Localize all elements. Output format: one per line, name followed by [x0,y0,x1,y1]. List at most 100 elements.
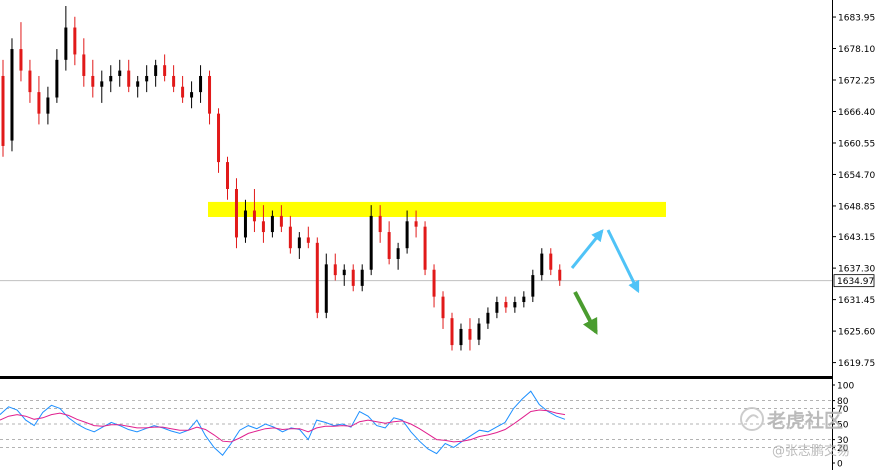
oscillator-tick-label: 70 [837,405,849,415]
candle-body [37,92,41,114]
candle-body [109,75,113,82]
candle-body [252,210,256,222]
candle-body [459,328,463,346]
candle-body [522,296,526,303]
current-price-label: 1634.97 [837,277,874,287]
candle-body [100,81,104,87]
price-tick-label: 1666.40 [838,108,875,118]
candle-body [315,242,319,313]
resistance-zone [208,201,666,217]
candle-body [243,210,247,238]
candle-body [163,65,167,76]
candle-body [226,162,229,189]
candle-body [513,302,517,308]
candle-body [288,226,292,249]
candle-body [423,226,427,270]
candle-body [486,312,490,324]
candle-body [351,269,355,286]
candle-body [558,269,562,281]
oscillator-tick-label: 30 [837,436,849,446]
candle-body [208,75,212,114]
price-tick-label: 1631.45 [838,296,875,306]
price-tick-label: 1625.60 [838,328,875,338]
oscillator-levels [0,400,832,448]
price-tick-label: 1660.55 [838,139,875,149]
candle-body [369,215,373,270]
candle-body [55,59,59,98]
price-panel [0,0,832,375]
candle-body [181,86,185,98]
oscillator-tick-label: 20 [837,444,849,454]
candle-body [28,70,32,93]
candle-body [261,221,265,233]
candle-body [46,97,50,114]
oscillator-panel [0,390,832,456]
candle-body [297,237,301,249]
price-tick-label: 1637.30 [838,265,875,275]
candles-group [1,6,562,351]
candle-body [333,264,337,276]
watermark: 老虎社区 @张志鹏交易 [740,407,850,459]
candle-body [378,215,382,233]
candle-body [468,328,472,340]
candle-body [504,302,508,308]
candle-body [495,302,499,313]
candle-body [270,215,274,233]
oscillator-tick-label: 100 [837,382,854,392]
candle-body [217,113,221,163]
candle-body [531,275,535,297]
candle-body [154,65,158,76]
candle-body [82,54,86,76]
candle-body [73,27,77,55]
oscillator-tick-label: 0 [837,460,843,470]
candle-body [145,75,149,82]
candle-body [306,237,310,243]
oscillator-tick-label: 50 [837,421,849,431]
candle-body [64,27,68,60]
candle-body [414,221,418,227]
oscillator-tick-label: 80 [837,397,849,407]
candle-body [199,75,203,93]
oscillator-lines [0,390,566,456]
candle-body [549,253,553,270]
candle-body [432,269,436,297]
watermark-brand: 老虎社区 [767,409,843,432]
price-tick-label: 1683.95 [838,14,875,24]
bullish-down-leg-arrow [606,229,640,294]
candle-body [342,269,346,276]
price-tick-label: 1654.70 [838,171,875,181]
price-panel-bg [0,0,832,375]
candle-body [405,221,409,249]
annotation-arrows [570,229,640,335]
watermark-logo-mark [745,414,759,423]
candle-body [190,92,194,98]
candle-body [441,296,445,319]
current-price-tag: 1634.97 [833,274,875,288]
bullish-up-leg-arrow [570,229,604,269]
oscillator-series-line-1 [0,390,566,456]
price-tick-label: 1619.75 [838,359,875,369]
candle-body [234,189,238,238]
oscillator-series-line-2 [0,409,566,443]
watermark-logo-icon [740,407,764,431]
bearish-arrow [573,291,598,335]
price-tick-label: 1672.25 [838,77,875,87]
candle-body [396,248,400,259]
candle-body [387,232,391,259]
candle-body [360,269,364,286]
price-tick-label: 1678.10 [838,45,875,55]
candle-body [450,318,454,346]
current-price-tag-bg [833,274,875,288]
watermark-author: @张志鹏交易 [772,443,850,459]
price-tick-label: 1648.85 [838,202,875,212]
candle-body [279,215,283,227]
candle-body [324,264,328,313]
candle-body [118,70,122,76]
candle-body [127,70,131,87]
candle-body [540,253,544,276]
candle-body [10,49,14,141]
price-tick-label: 1643.15 [838,233,875,243]
